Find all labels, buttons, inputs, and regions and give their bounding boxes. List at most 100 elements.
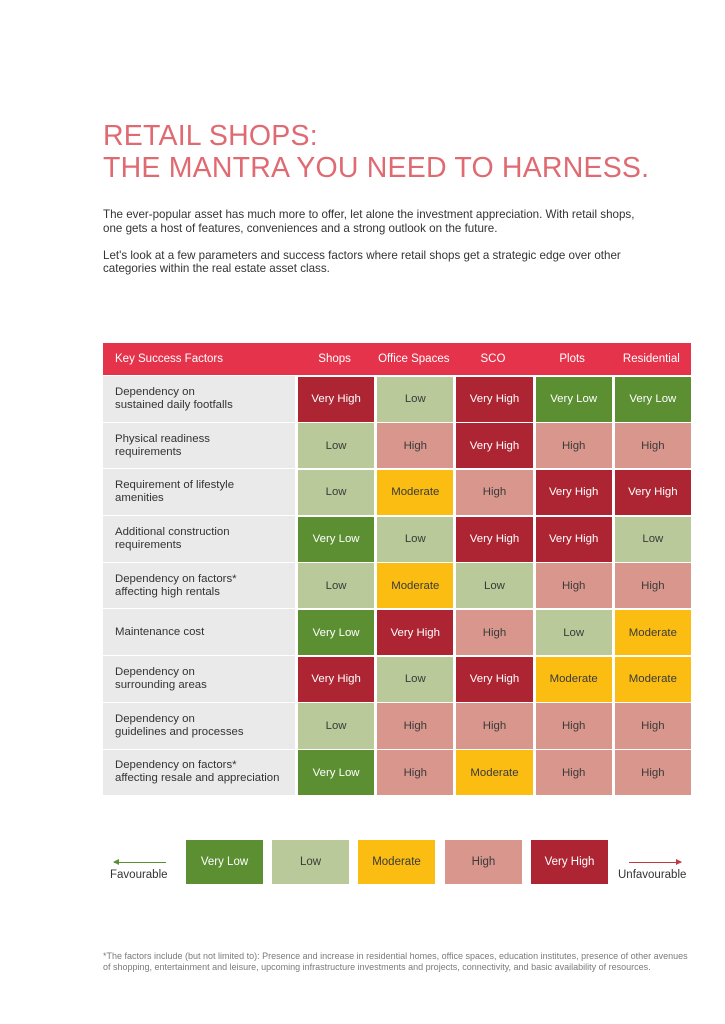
rating-cell-plots: High	[535, 703, 612, 749]
rating-cell-residential: Moderate	[614, 609, 691, 656]
table-row: Requirement of lifestyle amenities Low Mode…	[103, 468, 691, 516]
table-row: Dependency on guidelines and processes Low…	[103, 701, 691, 749]
table-header: Key Success Factors Shops Office Spaces …	[103, 343, 691, 375]
rating-cell-residential: Low	[614, 516, 691, 562]
rating-cell-office-spaces: Low	[377, 656, 454, 702]
rating-cell-plots: High	[535, 563, 612, 609]
rating-cell-office-spaces: Very High	[377, 609, 454, 656]
rating-cell-shops: Very Low	[298, 516, 375, 562]
rating-cell-sco: Very High	[456, 423, 533, 469]
rating-cell-residential: High	[614, 423, 691, 469]
rating-cell-plots: High	[535, 750, 612, 796]
rating-cell-shops: Very High	[298, 656, 375, 702]
factor-label-line-1: Dependency on	[115, 712, 195, 725]
rating-cell-office-spaces: High	[377, 703, 454, 749]
legend-low: Low	[272, 840, 349, 884]
table-body: Dependency on sustained daily footfalls Ve…	[103, 375, 691, 796]
factor-label-line-2: sustained daily footfalls	[115, 398, 233, 411]
page-title: RETAIL SHOPS: THE MANTRA YOU NEED TO HAR…	[103, 120, 649, 184]
rating-cell-plots: Low	[535, 609, 612, 656]
rating-cell-residential: High	[614, 750, 691, 796]
rating-cell-sco: High	[456, 703, 533, 749]
success-factors-table: Key Success Factors Shops Office Spaces …	[103, 343, 691, 796]
rating-cell-sco: Moderate	[456, 750, 533, 796]
legend: Very Low Low Moderate High Very High	[0, 840, 725, 890]
factor-label-line-1: Requirement of lifestyle	[115, 479, 235, 492]
legend-very-high: Very High	[531, 840, 608, 884]
factor-label-line-1: Maintenance cost	[115, 625, 205, 638]
factor-label: Maintenance cost	[103, 608, 295, 656]
factor-label-line-1: Physical readiness	[115, 432, 210, 445]
factor-label: Dependency on factors* affecting resale a…	[103, 748, 295, 796]
table-row: Maintenance cost Very Low Very High High Low…	[103, 608, 691, 656]
factor-label: Dependency on factors* affecting high ren…	[103, 561, 295, 609]
factor-label: Dependency on guidelines and processes	[103, 701, 295, 749]
rating-cell-residential: High	[614, 563, 691, 609]
rating-cell-shops: Low	[298, 703, 375, 749]
factor-label-line-1: Dependency on	[115, 665, 195, 678]
rating-cell-office-spaces: Low	[377, 516, 454, 562]
header-shops: Shops	[318, 353, 351, 365]
factor-label-line-2: surrounding areas	[115, 678, 207, 691]
table-row: Dependency on factors* affecting resale a…	[103, 748, 691, 796]
rating-cell-shops: Very Low	[298, 750, 375, 796]
factor-label: Dependency on sustained daily footfalls	[103, 375, 295, 422]
rating-cell-residential: High	[614, 703, 691, 749]
favourable-arrow-line	[114, 862, 166, 863]
rating-cell-residential: Very Low	[614, 376, 691, 422]
intro-text: The ever-popular asset has much more to …	[103, 208, 643, 289]
rating-cell-shops: Very Low	[298, 609, 375, 656]
factor-label-line-1: Dependency on factors*	[115, 759, 237, 772]
rating-cell-residential: Very High	[614, 469, 691, 516]
factor-label: Requirement of lifestyle amenities	[103, 468, 295, 516]
rating-cell-sco: Very High	[456, 656, 533, 702]
factor-label-line-1: Additional construction	[115, 525, 230, 538]
header-key-success-factors: Key Success Factors	[115, 353, 224, 365]
rating-cell-office-spaces: High	[377, 750, 454, 796]
factor-label-line-2: affecting resale and appreciation	[115, 772, 280, 785]
factor-label: Additional construction requirements	[103, 515, 295, 562]
rating-cell-plots: Moderate	[535, 656, 612, 702]
rating-cell-shops: Low	[298, 563, 375, 609]
unfavourable-arrow-icon	[676, 859, 682, 865]
legend-unfavourable-label: Unfavourable	[618, 869, 687, 881]
factor-label-line-2: affecting high rentals	[115, 585, 220, 598]
legend-high: High	[445, 840, 522, 884]
legend-very-low: Very Low	[186, 840, 263, 884]
rating-cell-office-spaces: Low	[377, 376, 454, 422]
title-line-1: RETAIL SHOPS:	[103, 120, 318, 152]
table-row: Dependency on sustained daily footfalls Ve…	[103, 375, 691, 422]
rating-cell-plots: Very Low	[535, 376, 612, 422]
rating-cell-office-spaces: Moderate	[377, 469, 454, 516]
rating-cell-sco: High	[456, 469, 533, 516]
table-row: Dependency on factors* affecting high ren…	[103, 561, 691, 609]
header-sco: SCO	[480, 353, 506, 365]
rating-cell-shops: Very High	[298, 376, 375, 422]
rating-cell-residential: Moderate	[614, 656, 691, 702]
rating-cell-sco: Very High	[456, 376, 533, 422]
table-row: Physical readiness requirements Low High Ver…	[103, 421, 691, 469]
factor-label: Physical readiness requirements	[103, 421, 295, 469]
header-office-spaces: Office Spaces	[378, 353, 450, 365]
legend-favourable-label: Favourable	[110, 869, 168, 881]
legend-moderate: Moderate	[358, 840, 435, 884]
rating-cell-sco: High	[456, 609, 533, 656]
rating-cell-shops: Low	[298, 423, 375, 469]
table-row: Dependency on surrounding areas Very High L…	[103, 655, 691, 702]
rating-cell-shops: Low	[298, 469, 375, 516]
unfavourable-arrow-line	[629, 862, 681, 863]
rating-cell-sco: Low	[456, 563, 533, 609]
header-residential: Residential	[622, 353, 680, 365]
rating-cell-plots: High	[535, 423, 612, 469]
rating-cell-office-spaces: High	[377, 423, 454, 469]
factor-label-line-2: requirements	[115, 445, 182, 458]
title-line-2: THE MANTRA YOU NEED TO HARNESS.	[103, 152, 650, 184]
factor-label-line-2: amenities	[115, 492, 164, 505]
table-row: Additional construction requirements Very …	[103, 515, 691, 562]
rating-cell-office-spaces: Moderate	[377, 563, 454, 609]
intro-paragraph-1: The ever-popular asset has much more to …	[103, 208, 635, 235]
rating-cell-plots: Very High	[535, 516, 612, 562]
factor-label-line-2: requirements	[115, 538, 182, 551]
factor-label-line-1: Dependency on	[115, 385, 195, 398]
favourable-arrow-icon	[113, 859, 119, 865]
